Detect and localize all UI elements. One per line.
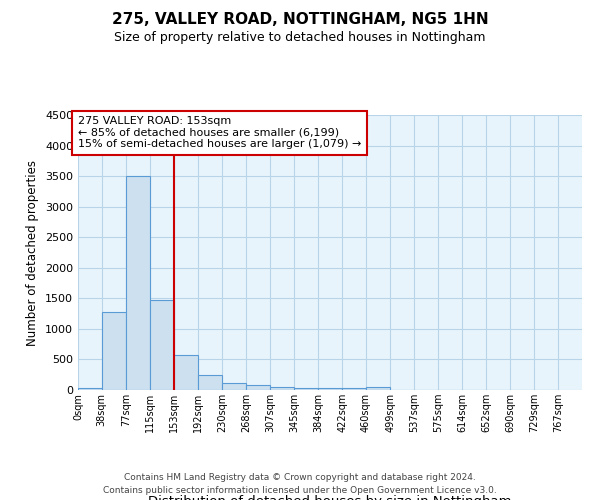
Text: Size of property relative to detached houses in Nottingham: Size of property relative to detached ho… [114, 31, 486, 44]
Bar [342, 388, 366, 390]
Text: 275 VALLEY ROAD: 153sqm
← 85% of detached houses are smaller (6,199)
15% of semi: 275 VALLEY ROAD: 153sqm ← 85% of detache… [78, 116, 361, 150]
Y-axis label: Number of detached properties: Number of detached properties [26, 160, 40, 346]
Text: 275, VALLEY ROAD, NOTTINGHAM, NG5 1HN: 275, VALLEY ROAD, NOTTINGHAM, NG5 1HN [112, 12, 488, 28]
Bar [198, 375, 222, 390]
Bar [294, 388, 318, 390]
Bar [222, 382, 246, 390]
Bar [174, 355, 197, 390]
Bar [78, 388, 102, 390]
Bar [270, 387, 294, 390]
Bar [150, 300, 174, 390]
Bar [366, 387, 390, 390]
X-axis label: Distribution of detached houses by size in Nottingham: Distribution of detached houses by size … [148, 495, 512, 500]
Bar [319, 388, 342, 390]
Bar [246, 385, 269, 390]
Bar [126, 176, 150, 390]
Text: Contains HM Land Registry data © Crown copyright and database right 2024.
Contai: Contains HM Land Registry data © Crown c… [103, 474, 497, 495]
Bar [102, 312, 125, 390]
